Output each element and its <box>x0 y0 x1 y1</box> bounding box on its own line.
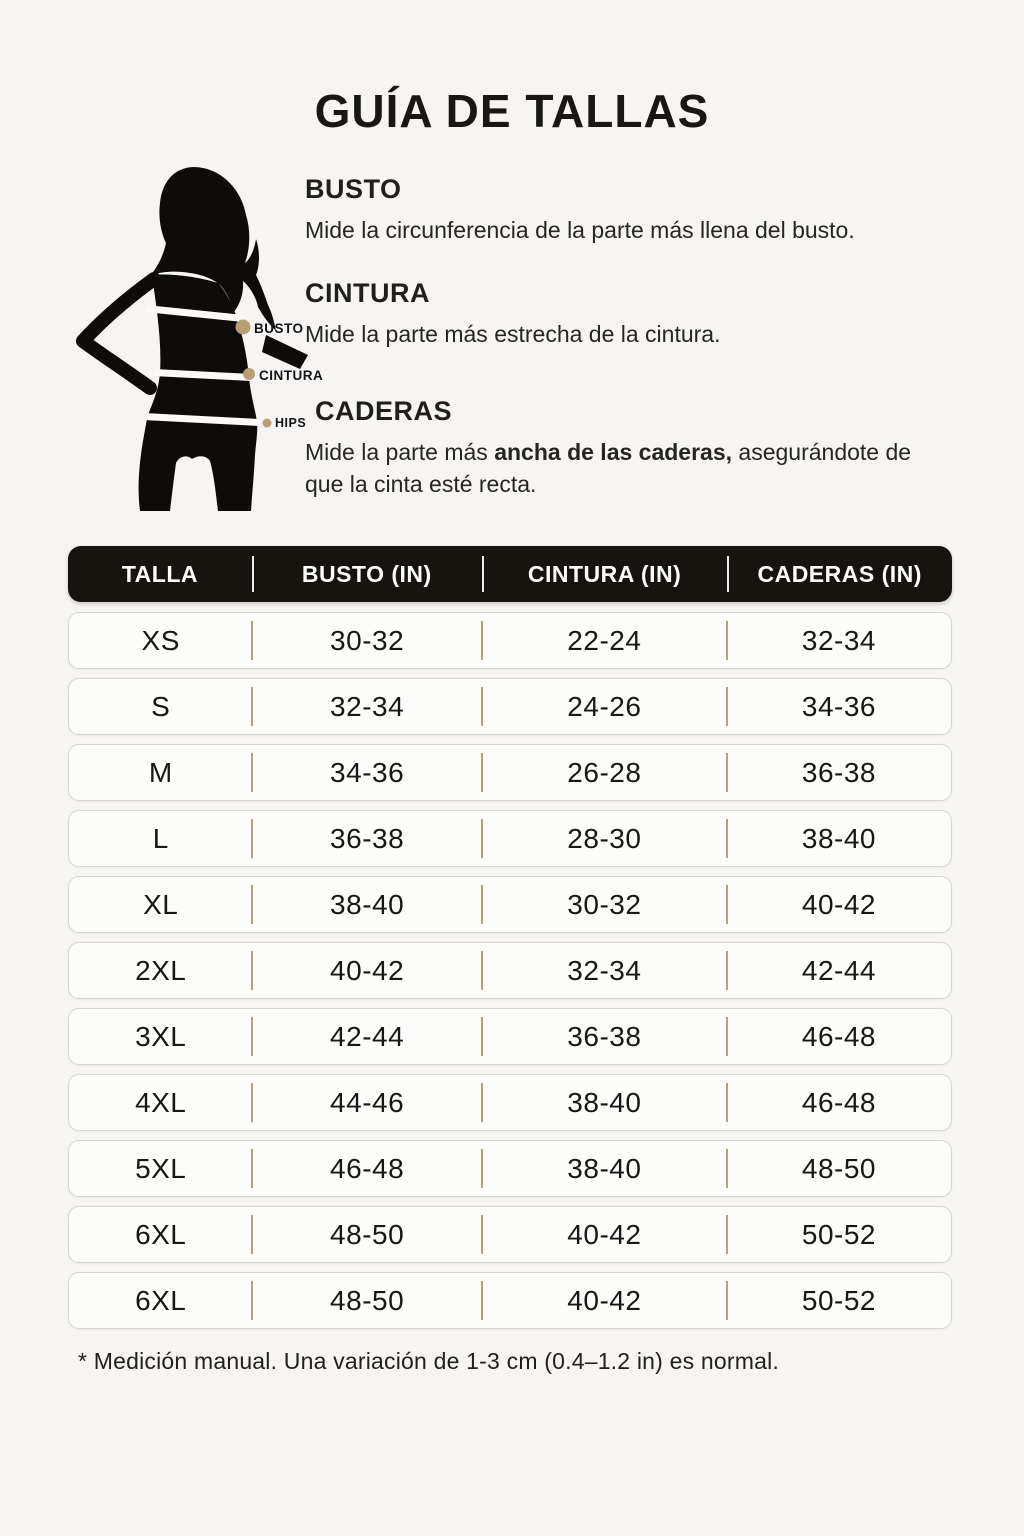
section-caderas-heading: CADERAS <box>315 396 453 426</box>
table-header-cell: TALLA <box>121 560 199 587</box>
woman-silhouette-icon: BUSTO CINTURA HIPS <box>76 167 323 511</box>
table-row: XL 38-40 30-32 40-42 <box>68 876 952 933</box>
table-row: S 32-34 24-26 34-36 <box>68 678 952 735</box>
table-cell-measure: 44-46 <box>251 1075 481 1130</box>
footnote: * Medición manual. Una variación de 1-3 … <box>78 1348 779 1374</box>
table-cell-measure: 42-44 <box>251 1009 481 1064</box>
table-cell-size: XL <box>143 888 179 920</box>
page-title: GUÍA DE TALLAS <box>314 85 710 137</box>
table-row: 6XL 48-50 40-42 50-52 <box>68 1272 952 1329</box>
table-cell-size: 6XL <box>135 1218 187 1250</box>
table-cell-size: 4XL <box>135 1086 187 1118</box>
figure-label-cintura: CINTURA <box>259 368 323 383</box>
table-row: M 34-36 26-28 36-38 <box>68 744 952 801</box>
table-cell-measure: 22-24 <box>480 613 727 668</box>
table-cell-measure: 48-50 <box>251 1273 481 1328</box>
table-row: 5XL 46-48 38-40 48-50 <box>68 1140 952 1197</box>
table-cell-measure: 38-40 <box>480 1075 727 1130</box>
cintura-dot-icon <box>243 368 255 380</box>
table-header-cell: CADERAS (IN) <box>727 546 952 602</box>
table-cell-measure: 32-34 <box>480 943 727 998</box>
table-cell-measure: 42-44 <box>725 943 951 998</box>
table-cell-measure: 38-40 <box>251 877 481 932</box>
table-row: L 36-38 28-30 38-40 <box>68 810 952 867</box>
table-cell-size: 2XL <box>135 954 187 986</box>
table-cell-measure: 32-34 <box>251 679 481 734</box>
table-cell-measure: 48-50 <box>725 1141 951 1196</box>
table-header-cell: BUSTO (IN) <box>251 546 482 602</box>
section-caderas-description: Mide la parte más ancha de las caderas, … <box>305 436 953 500</box>
section-cintura-description: Mide la parte más estrecha de la cintura… <box>305 321 721 347</box>
table-cell-measure: 30-32 <box>480 877 727 932</box>
section-busto-description: Mide la circunferencia de la parte más l… <box>305 217 855 243</box>
table-cell-measure: 38-40 <box>480 1141 727 1196</box>
table-cell-measure: 34-36 <box>251 745 481 800</box>
section-caderas: CADERAS Mide la parte más ancha de las c… <box>305 396 953 500</box>
table-cell-measure: 38-40 <box>725 811 951 866</box>
table-cell-measure: 46-48 <box>251 1141 481 1196</box>
table-cell-size: XS <box>141 624 180 656</box>
table-row: 4XL 44-46 38-40 46-48 <box>68 1074 952 1131</box>
table-cell-size: L <box>152 822 169 854</box>
table-cell-measure: 46-48 <box>725 1009 951 1064</box>
table-cell-measure: 24-26 <box>480 679 727 734</box>
table-cell-measure: 28-30 <box>480 811 727 866</box>
size-table-rows: XS 30-32 22-24 32-34 S 32-34 24-26 34-36 M 34-36 2… <box>68 612 952 1329</box>
table-cell-measure: 30-32 <box>251 613 481 668</box>
table-cell-size: S <box>151 690 171 722</box>
table-cell-measure: 40-42 <box>480 1273 727 1328</box>
table-row: 6XL 48-50 40-42 50-52 <box>68 1206 952 1263</box>
table-cell-measure: 34-36 <box>725 679 951 734</box>
size-table-header: TALLA BUSTO (IN) CINTURA (IN) CADERAS (IN) <box>68 546 952 602</box>
table-cell-measure: 32-34 <box>725 613 951 668</box>
caderas-desc-bold: ancha de las caderas, <box>494 439 733 465</box>
measurement-figure: BUSTO CINTURA HIPS <box>70 155 360 525</box>
table-cell-measure: 40-42 <box>725 877 951 932</box>
table-header-cell: CINTURA (IN) <box>481 546 728 602</box>
table-cell-measure: 40-42 <box>480 1207 727 1262</box>
table-cell-measure: 50-52 <box>725 1273 951 1328</box>
section-cintura-heading: CINTURA <box>305 278 430 308</box>
table-cell-measure: 26-28 <box>480 745 727 800</box>
busto-dot-icon <box>235 319 251 335</box>
section-busto: BUSTO Mide la circunferencia de la parte… <box>305 174 995 246</box>
table-cell-measure: 50-52 <box>725 1207 951 1262</box>
table-row: 3XL 42-44 36-38 46-48 <box>68 1008 952 1065</box>
table-cell-measure: 36-38 <box>480 1009 727 1064</box>
figure-label-busto: BUSTO <box>254 321 304 336</box>
table-cell-size: 6XL <box>135 1284 187 1316</box>
table-cell-measure: 36-38 <box>251 811 481 866</box>
caderas-desc-prefix: Mide la parte más <box>305 439 495 465</box>
table-row: XS 30-32 22-24 32-34 <box>68 612 952 669</box>
hips-dot-icon <box>262 418 272 428</box>
size-table: TALLA BUSTO (IN) CINTURA (IN) CADERAS (IN) … <box>68 546 952 1338</box>
section-busto-heading: BUSTO <box>305 174 402 204</box>
caderas-desc-suffix: asegurándote de que la cinta esté recta. <box>305 439 912 497</box>
table-row: 2XL 40-42 32-34 42-44 <box>68 942 952 999</box>
table-cell-size: 3XL <box>135 1020 187 1052</box>
table-cell-measure: 40-42 <box>251 943 481 998</box>
table-cell-size: 5XL <box>135 1152 187 1184</box>
table-cell-size: M <box>148 756 173 788</box>
table-cell-measure: 46-48 <box>725 1075 951 1130</box>
table-cell-measure: 36-38 <box>725 745 951 800</box>
figure-label-hips: HIPS <box>275 416 306 430</box>
table-cell-measure: 48-50 <box>251 1207 481 1262</box>
section-cintura: CINTURA Mide la parte más estrecha de la… <box>305 278 995 350</box>
